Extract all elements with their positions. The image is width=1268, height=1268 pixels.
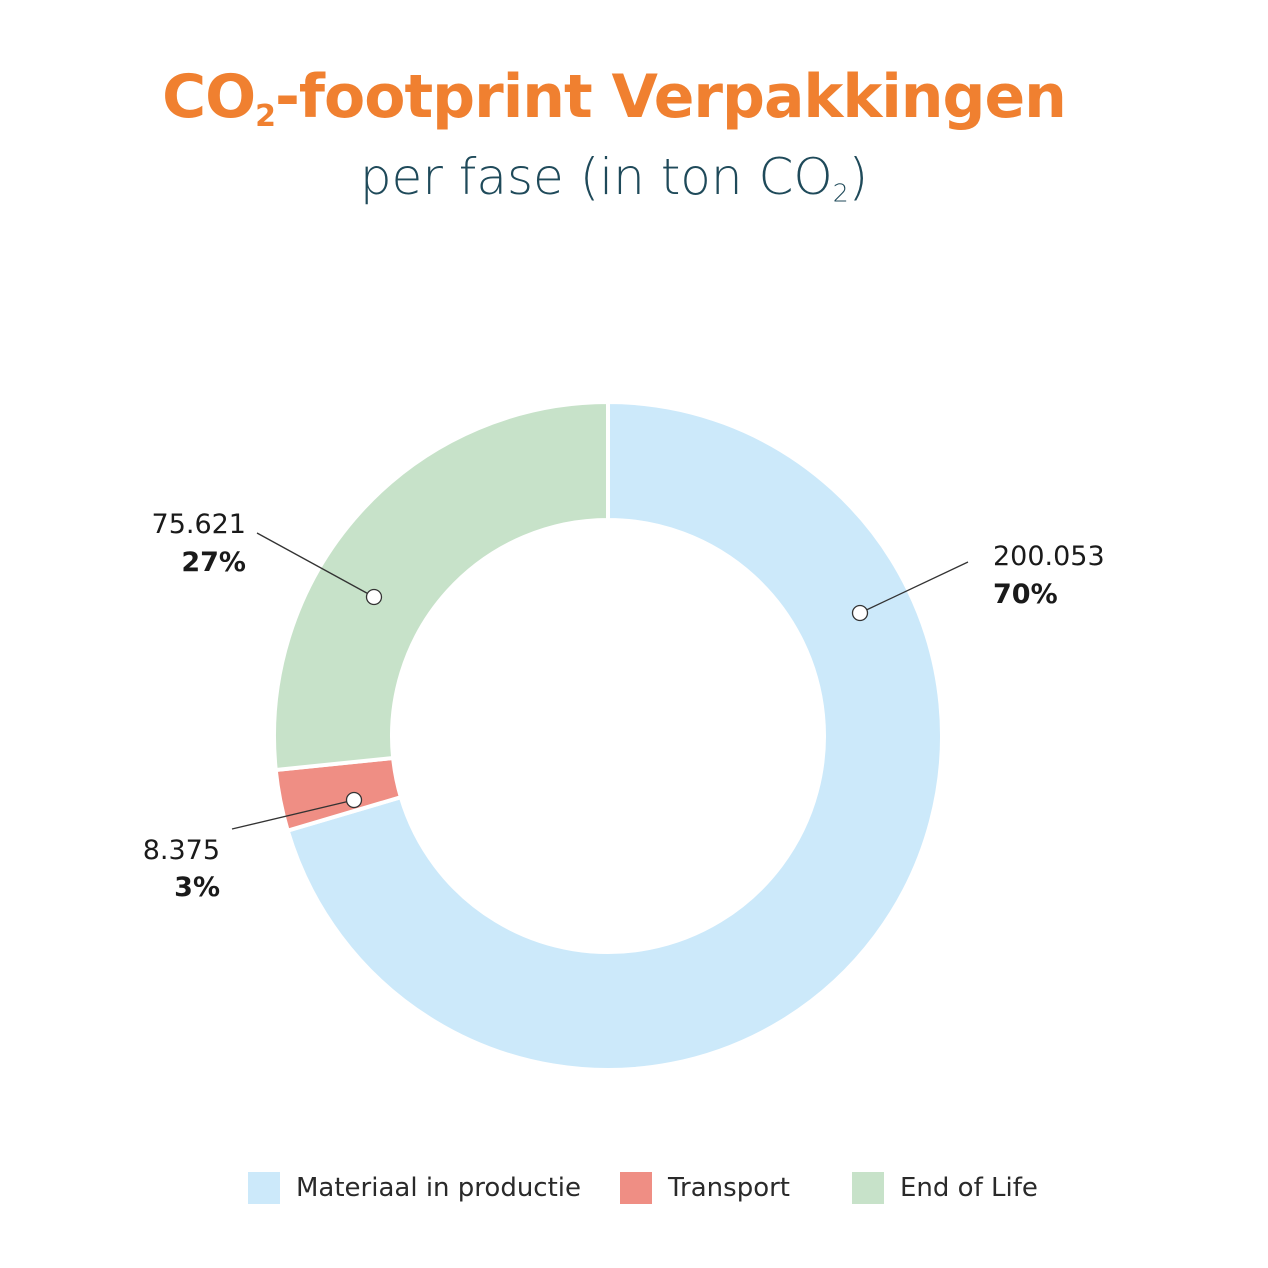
legend-swatch-transport	[620, 1172, 652, 1204]
slice-endoflife	[272, 399, 610, 773]
percent-label-materiaal: 70%	[993, 579, 1058, 610]
legend-item-materiaal: Materiaal in productie	[248, 1172, 581, 1204]
legend-label-materiaal: Materiaal in productie	[296, 1173, 582, 1203]
chart-subtitle: per fase (in ton CO2)	[359, 148, 869, 208]
legend-label-transport: Transport	[668, 1173, 791, 1203]
value-label-transport: 8.375	[143, 835, 220, 866]
legend-swatch-materiaal	[248, 1172, 280, 1204]
value-label-materiaal: 200.053	[993, 541, 1105, 572]
callout-dot-endoflife	[365, 588, 383, 606]
legend-item-transport: Transport	[620, 1172, 790, 1204]
chart-legend: Materiaal in productie Transport End of …	[0, 1172, 1268, 1212]
slice-materiaal	[285, 399, 944, 1072]
callout-line-materiaal	[859, 561, 969, 614]
callout-line-transport	[231, 799, 355, 830]
percent-label-endoflife: 27%	[181, 547, 246, 578]
percent-label-transport: 3%	[174, 872, 220, 903]
callout-dot-transport	[345, 791, 363, 809]
value-label-endoflife: 75.621	[152, 509, 246, 540]
callout-line-endoflife	[256, 532, 375, 598]
legend-swatch-endoflife	[852, 1172, 884, 1204]
legend-item-endoflife: End of Life	[852, 1172, 1038, 1204]
legend-label-endoflife: End of Life	[900, 1173, 1038, 1203]
callout-dot-materiaal	[851, 604, 869, 622]
chart-title: CO2-footprint Verpakkingen	[162, 62, 1067, 134]
